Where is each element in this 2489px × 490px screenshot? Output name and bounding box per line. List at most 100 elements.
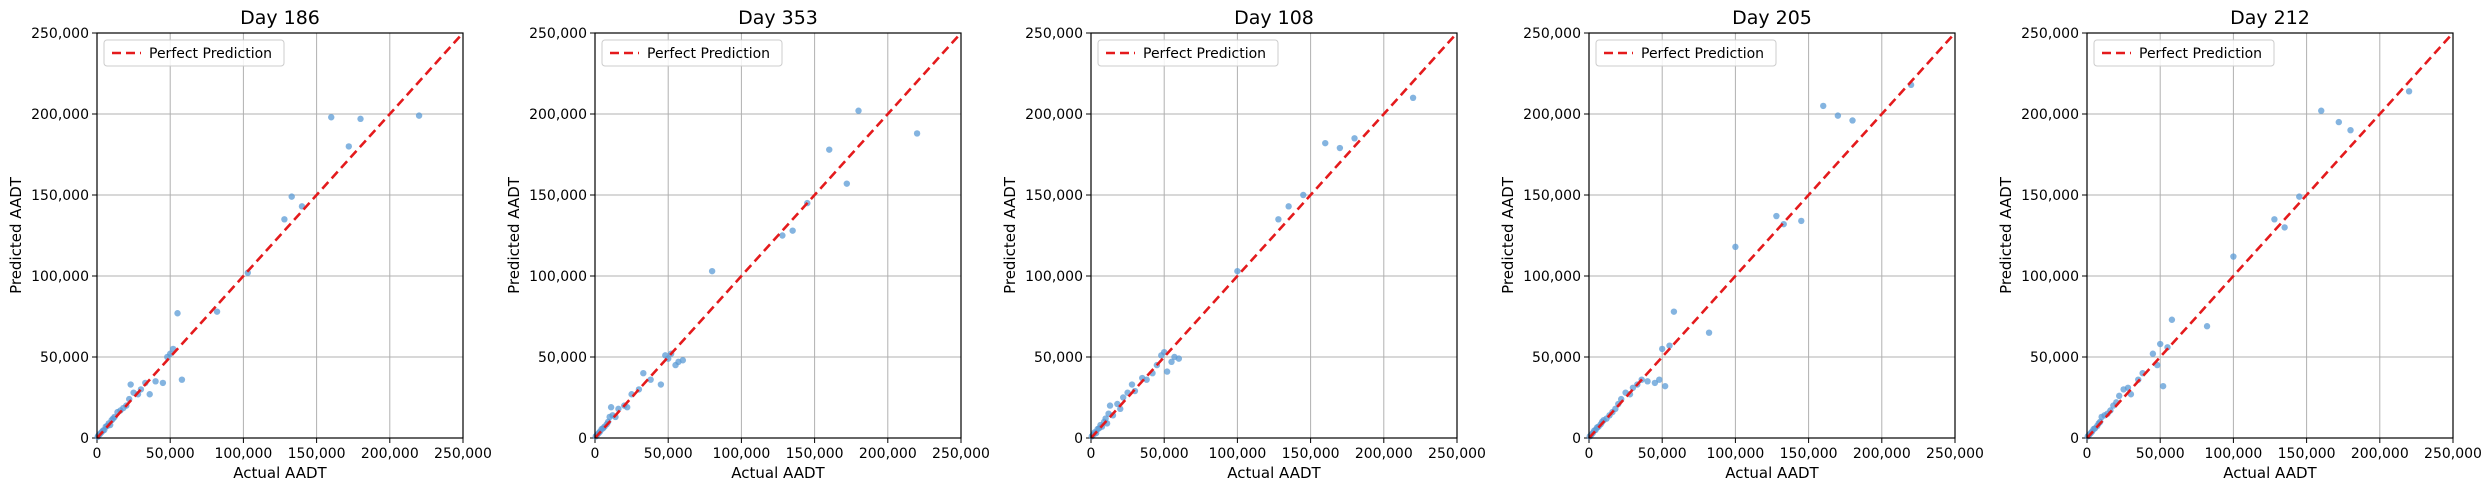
x-tick-label: 250,000 [434,446,492,462]
data-point [288,193,295,200]
y-tick-label: 50,000 [40,350,89,366]
y-tick-label: 150,000 [31,188,89,204]
data-point [1651,379,1659,387]
legend: Perfect Prediction [601,39,783,67]
data-point [679,357,687,364]
legend: Perfect Prediction [1097,39,1279,67]
y-tick-label: 0 [1572,431,1581,447]
data-point [2405,88,2413,95]
x-tick-label: 50,000 [146,446,195,462]
data-point [213,308,221,315]
data-point [1705,329,1713,336]
data-point [127,381,134,388]
data-point [1656,376,1663,383]
x-tick-label: 150,000 [288,446,346,462]
x-axis-label: Actual AADT [731,464,825,482]
chart-title: Day 186 [240,7,320,29]
y-tick-label: 250,000 [1523,26,1581,42]
data-point [1234,267,1241,275]
data-point [357,115,364,123]
x-tick-label: 200,000 [1355,446,1413,462]
data-point [1773,212,1780,220]
data-point [2335,118,2343,126]
y-tick-label: 50,000 [1034,350,1083,366]
data-point [2203,323,2211,330]
data-point [1275,216,1282,223]
data-point [178,376,186,383]
y-tick-label: 100,000 [1025,269,1083,285]
y-axis-label: Predicted AADT [505,176,523,294]
legend-label: Perfect Prediction [1641,46,1764,62]
legend: Perfect Prediction [2093,39,2275,67]
data-point [2296,193,2303,200]
data-point [2281,224,2288,231]
x-tick-label: 0 [2083,446,2092,462]
data-point [1168,358,1175,366]
data-point [152,378,159,385]
data-point [1661,382,1669,390]
y-axis-label: Predicted AADT [1499,176,1517,294]
axes-frame [96,32,464,439]
data-point [2157,340,2164,348]
x-tick-label: 250,000 [932,446,990,462]
chart-panel-2: 0 50,000 100,000 150,000 200,000 250,000 0 50,0… [505,7,990,482]
data-point [1143,376,1150,383]
perfect-prediction-line [1090,32,1458,439]
data-point [779,232,786,239]
data-point [415,112,423,119]
data-point [1798,217,1805,225]
legend-box [2093,39,2275,67]
data-point [281,216,288,223]
legend: Perfect Prediction [103,39,285,67]
chart-title: Day 212 [2230,7,2310,29]
x-tick-label: 250,000 [1428,446,1486,462]
axes-frame [2086,32,2454,439]
x-tick-label: 100,000 [214,446,272,462]
y-tick-label: 200,000 [31,107,89,123]
data-point [1834,112,1842,119]
x-tick-label: 150,000 [2278,446,2336,462]
data-point [1666,342,1673,349]
axes-frame [1090,32,1458,439]
data-point [913,130,921,137]
data-point [789,227,796,234]
x-tick-label: 150,000 [1282,446,1340,462]
y-tick-label: 200,000 [2021,107,2079,123]
data-point [708,267,716,275]
y-tick-label: 0 [1074,431,1083,447]
x-tick-label: 0 [1087,446,1096,462]
data-point [2149,350,2157,357]
legend-label: Perfect Prediction [1143,46,1266,62]
data-point [1409,94,1417,102]
y-tick-label: 200,000 [1025,107,1083,123]
data-point [2318,107,2325,114]
legend-box [1097,39,1279,67]
y-tick-label: 250,000 [1025,26,1083,42]
data-point [1128,381,1136,388]
chart-title: Day 205 [1732,7,1812,29]
data-point [1351,135,1358,142]
data-point [167,350,174,357]
data-point [1849,117,1856,124]
chart-panel-4: 0 50,000 100,000 150,000 200,000 250,000 0 50,0… [1499,7,1984,482]
data-point [1644,378,1651,385]
perfect-prediction-line [96,32,464,439]
data-point [640,370,647,377]
data-point [1117,405,1124,413]
legend-label: Perfect Prediction [647,46,770,62]
x-tick-label: 0 [1585,446,1594,462]
x-tick-label: 0 [591,446,600,462]
legend-box [1595,39,1777,67]
data-point [1612,405,1619,413]
x-tick-label: 50,000 [1638,446,1687,462]
y-tick-label: 100,000 [31,269,89,285]
x-tick-label: 200,000 [1853,446,1911,462]
data-point [1670,308,1678,315]
legend: Perfect Prediction [1595,39,1777,67]
y-tick-label: 50,000 [1532,350,1581,366]
data-point [1163,368,1171,375]
x-tick-label: 50,000 [1140,446,1189,462]
legend-box [103,39,285,67]
y-tick-label: 100,000 [2021,269,2079,285]
